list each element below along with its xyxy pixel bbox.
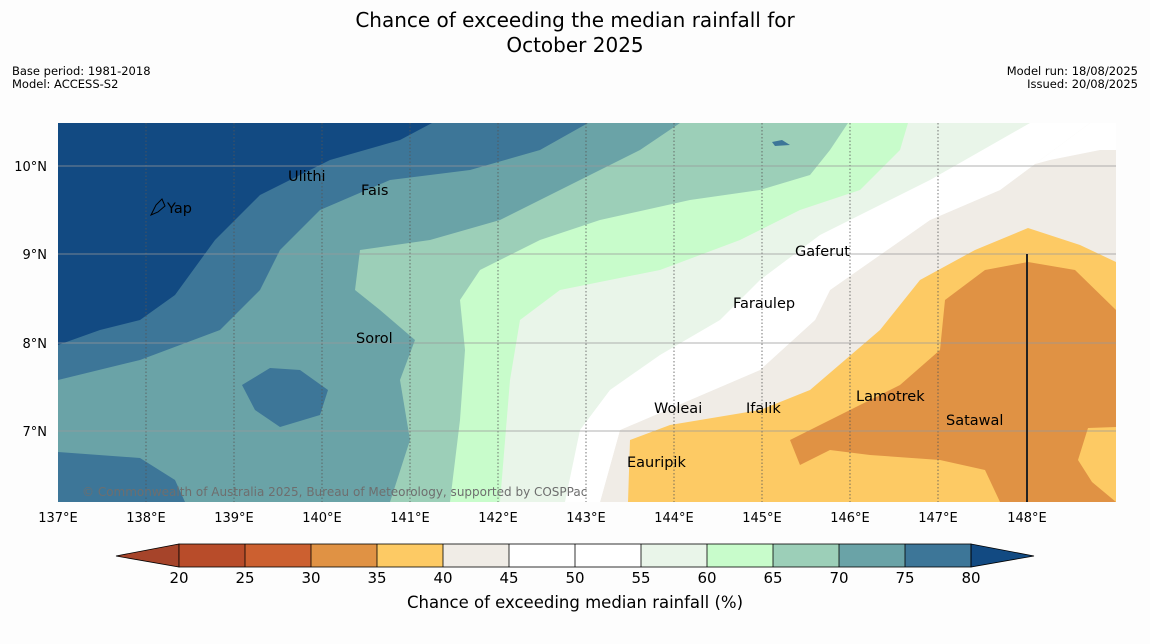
place-label-sorol: Sorol xyxy=(356,331,393,347)
run-info: Model run: 18/08/2025 Issued: 20/08/2025 xyxy=(1007,65,1138,91)
place-label-yap: Yap xyxy=(166,201,192,217)
lat-tick-label: 8°N xyxy=(23,337,48,352)
colorbar-tick-label: 20 xyxy=(169,569,188,587)
colorbar-swatch-45-50 xyxy=(509,544,575,567)
lon-tick-label: 146°E xyxy=(830,511,870,526)
colorbar-low-extend-arrow xyxy=(115,543,180,568)
latitude-gridlines xyxy=(58,165,1116,432)
place-label-woleai: Woleai xyxy=(654,401,702,417)
place-label-satawal: Satawal xyxy=(946,413,1003,429)
base-period-label: Base period: 1981-2018 xyxy=(12,64,151,78)
colorbar-tick-label: 45 xyxy=(499,569,518,587)
colorbar-high-extend-arrow xyxy=(970,543,1035,568)
colorbar-tick-labels: 20 25 30 35 40 45 50 55 60 65 70 75 80 xyxy=(169,569,980,587)
place-label-fais: Fais xyxy=(361,183,388,199)
model-info: Base period: 1981-2018 Model: ACCESS-S2 xyxy=(12,65,151,91)
longitude-gridlines xyxy=(145,123,939,502)
lon-tick-label: 147°E xyxy=(918,511,958,526)
lon-tick-label: 142°E xyxy=(478,511,518,526)
colorbar-tick-label: 30 xyxy=(301,569,320,587)
colorbar-tick-label: 60 xyxy=(697,569,716,587)
yap-island-outline xyxy=(149,198,166,216)
model-run-label: Model run: 18/08/2025 xyxy=(1006,64,1138,78)
colorbar-swatch-75-80 xyxy=(905,544,971,567)
colorbar: 20 25 30 35 40 45 50 55 60 65 70 75 80 xyxy=(115,543,1035,587)
latitude-tick-labels: 10°N 9°N 8°N 7°N xyxy=(14,160,47,440)
issued-label: Issued: 20/08/2025 xyxy=(1027,77,1138,91)
title-line-2: October 2025 xyxy=(506,33,644,57)
title-line-1: Chance of exceeding the median rainfall … xyxy=(355,8,795,32)
colorbar-title: Chance of exceeding median rainfall (%) xyxy=(406,593,744,612)
place-label-ifalik: Ifalik xyxy=(746,401,781,417)
colorbar-swatch-35-40 xyxy=(377,544,443,567)
lon-tick-label: 145°E xyxy=(742,511,782,526)
place-labels: Yap Ulithi Fais Gaferut Faraulep Sorol W… xyxy=(166,169,1003,471)
colorbar-swatch-55-60 xyxy=(641,544,707,567)
lon-tick-label: 138°E xyxy=(126,511,166,526)
lon-tick-label: 140°E xyxy=(302,511,342,526)
lat-tick-label: 9°N xyxy=(23,248,48,263)
lon-tick-label: 148°E xyxy=(1007,511,1047,526)
place-label-faraulep: Faraulep xyxy=(733,296,795,312)
longitude-tick-labels: 137°E 138°E 139°E 140°E 141°E 142°E 143°… xyxy=(38,511,1047,526)
colorbar-tick-label: 50 xyxy=(565,569,584,587)
contour-30-35 xyxy=(790,262,1116,502)
colorbar-swatch-50-55 xyxy=(575,544,641,567)
colorbar-swatch-20-25 xyxy=(179,544,245,567)
place-label-lamotrek: Lamotrek xyxy=(856,389,925,405)
colorbar-tick-label: 40 xyxy=(433,569,452,587)
colorbar-swatch-25-30 xyxy=(245,544,311,567)
colorbar-tick-label: 35 xyxy=(367,569,386,587)
place-label-gaferut: Gaferut xyxy=(795,244,850,260)
place-label-eauripik: Eauripik xyxy=(627,455,686,471)
lon-tick-label: 139°E xyxy=(214,511,254,526)
colorbar-tick-label: 25 xyxy=(235,569,254,587)
lat-tick-label: 7°N xyxy=(23,425,48,440)
colorbar-dividers xyxy=(178,543,972,568)
model-label: Model: ACCESS-S2 xyxy=(12,77,119,91)
colorbar-tick-label: 55 xyxy=(631,569,650,587)
colorbar-swatch-30-35 xyxy=(311,544,377,567)
lon-tick-label: 143°E xyxy=(566,511,606,526)
colorbar-tick-label: 65 xyxy=(763,569,782,587)
colorbar-swatch-60-65 xyxy=(707,544,773,567)
contour-75-80-southwest xyxy=(58,452,185,502)
lon-tick-label: 137°E xyxy=(38,511,78,526)
copyright-notice: © Commonwealth of Australia 2025, Bureau… xyxy=(82,485,587,499)
colorbar-swatch-40-45 xyxy=(443,544,509,567)
lon-tick-label: 144°E xyxy=(654,511,694,526)
place-label-ulithi: Ulithi xyxy=(288,169,326,185)
colorbar-tick-label: 75 xyxy=(895,569,914,587)
lon-tick-label: 141°E xyxy=(390,511,430,526)
contour-75-80-island xyxy=(242,368,328,427)
contour-80-plus xyxy=(58,123,432,345)
contour-75-80-fleck xyxy=(772,140,790,146)
lat-tick-label: 10°N xyxy=(14,160,47,175)
chart-title: Chance of exceeding the median rainfall … xyxy=(0,8,1150,58)
colorbar-tick-label: 80 xyxy=(961,569,980,587)
contour-layers xyxy=(58,123,1116,502)
colorbar-tick-label: 70 xyxy=(829,569,848,587)
colorbar-swatch-65-70 xyxy=(773,544,839,567)
colorbar-swatch-70-75 xyxy=(839,544,905,567)
